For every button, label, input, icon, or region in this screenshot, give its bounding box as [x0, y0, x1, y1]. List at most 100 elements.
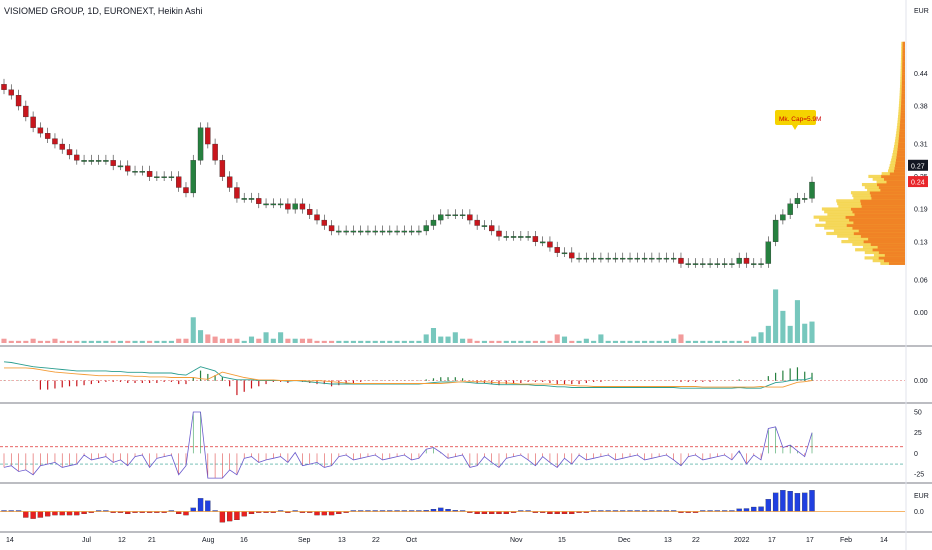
macd-hist-75 — [549, 380, 551, 383]
macd-hist-18 — [134, 380, 136, 383]
volume-bar-81 — [591, 340, 597, 343]
candle-94 — [685, 263, 691, 265]
volume-bar-28 — [205, 334, 211, 343]
volume-bar-88 — [642, 340, 648, 343]
volume-bar-23 — [168, 340, 174, 343]
candle-9 — [66, 149, 73, 156]
macd-hist-22 — [163, 380, 165, 382]
volume-bar-91 — [663, 340, 669, 343]
profile-bar-o-27 — [880, 188, 905, 192]
profile-bar-o-75 — [902, 58, 905, 62]
price-tick-7: 0.00 — [914, 310, 928, 317]
candle-101 — [736, 257, 742, 264]
x-tick-18: Feb — [840, 537, 852, 544]
candle-44 — [321, 219, 327, 226]
candle-67 — [489, 225, 495, 232]
momentum-bar-32 — [234, 511, 240, 520]
volume-bar-105 — [765, 325, 771, 343]
x-tick-14: 22 — [692, 537, 700, 544]
volume-bar-102 — [743, 340, 750, 343]
profile-bar-o-33 — [889, 172, 905, 176]
profile-bar-o-6 — [877, 245, 905, 249]
volume-bar-85 — [620, 340, 626, 343]
x-tick-10: Nov — [510, 537, 523, 544]
candle-42 — [307, 209, 313, 215]
macd-hist-32 — [236, 380, 238, 396]
profile-bar-o-58 — [901, 104, 905, 108]
candle-11 — [81, 160, 87, 162]
volume-bar-107 — [780, 310, 786, 343]
macd-hist-69 — [505, 380, 507, 385]
macd-tick-0: 0.00 — [914, 378, 928, 385]
profile-bar-o-74 — [902, 60, 905, 64]
volume-bar-18 — [132, 340, 138, 343]
price-badge-second-bg — [908, 176, 928, 188]
momentum-bar-78 — [569, 511, 575, 514]
profile-bar-o-69 — [902, 74, 905, 78]
volume-bar-31 — [227, 338, 233, 343]
candle-93 — [678, 257, 684, 264]
macd-hist-72 — [527, 380, 529, 382]
x-tick-13: 13 — [664, 537, 672, 544]
volume-bar-86 — [627, 340, 633, 343]
macd-hist-35 — [258, 380, 260, 387]
volume-bar-80 — [583, 338, 589, 343]
macd-hist-105 — [767, 376, 769, 381]
momentum-bar-31 — [227, 511, 233, 522]
momentum-bar-101 — [736, 508, 742, 512]
volume-bar-17 — [125, 340, 131, 343]
candle-14 — [103, 160, 109, 162]
macd-hist-109 — [796, 367, 799, 381]
candle-69 — [503, 236, 509, 238]
x-tick-11: 15 — [558, 537, 566, 544]
macd-hist-33 — [243, 380, 245, 392]
macd-hist-80 — [585, 380, 587, 383]
candle-45 — [328, 225, 335, 232]
candle-105 — [765, 241, 772, 264]
profile-bar-o-20 — [850, 207, 905, 211]
volume-bar-70 — [511, 340, 517, 343]
macd-hist-58 — [425, 379, 427, 381]
candle-63 — [459, 214, 466, 217]
currency-label: EUR — [914, 8, 929, 15]
volume-bar-96 — [700, 340, 706, 343]
volume-bar-49 — [358, 340, 364, 343]
macd-hist-70 — [512, 380, 515, 383]
macd-hist-101 — [738, 379, 740, 381]
macd-hist-71 — [520, 380, 522, 383]
momentum-bar-10 — [74, 511, 80, 516]
macd-hist-5 — [39, 380, 41, 390]
volume-bar-68 — [496, 340, 502, 343]
x-tick-6: Sep — [298, 537, 311, 544]
macd-hist-30 — [221, 377, 223, 381]
profile-bar-o-12 — [858, 229, 905, 233]
momentum-bar-3 — [23, 511, 29, 518]
volume-bar-60 — [438, 336, 444, 343]
macd-hist-11 — [83, 380, 85, 386]
x-tick-16: 17 — [768, 537, 776, 544]
macd-hist-25 — [185, 380, 187, 385]
candle-52 — [379, 230, 386, 233]
profile-bar-o-52 — [900, 120, 905, 124]
candle-71 — [518, 236, 524, 238]
candle-107 — [780, 214, 786, 221]
candle-91 — [663, 257, 670, 260]
candle-85 — [620, 257, 626, 260]
profile-bar-o-44 — [898, 142, 905, 146]
volume-bar-98 — [714, 340, 720, 343]
candle-100 — [729, 263, 735, 265]
profile-bar-o-4 — [878, 250, 905, 255]
x-tick-4: Aug — [202, 537, 215, 544]
volume-bar-106 — [773, 289, 779, 343]
macd-hist-31 — [229, 380, 231, 387]
volume-bar-36 — [263, 332, 269, 343]
volume-bar-20 — [147, 340, 153, 343]
candle-70 — [510, 236, 517, 238]
macd-hist-6 — [47, 380, 49, 390]
volume-bar-100 — [729, 340, 735, 343]
profile-bar-o-17 — [845, 215, 905, 219]
annotation-text: Mk. Cap=5.9M — [779, 116, 821, 123]
volume-bar-46 — [336, 340, 342, 343]
volume-bar-92 — [671, 338, 677, 343]
